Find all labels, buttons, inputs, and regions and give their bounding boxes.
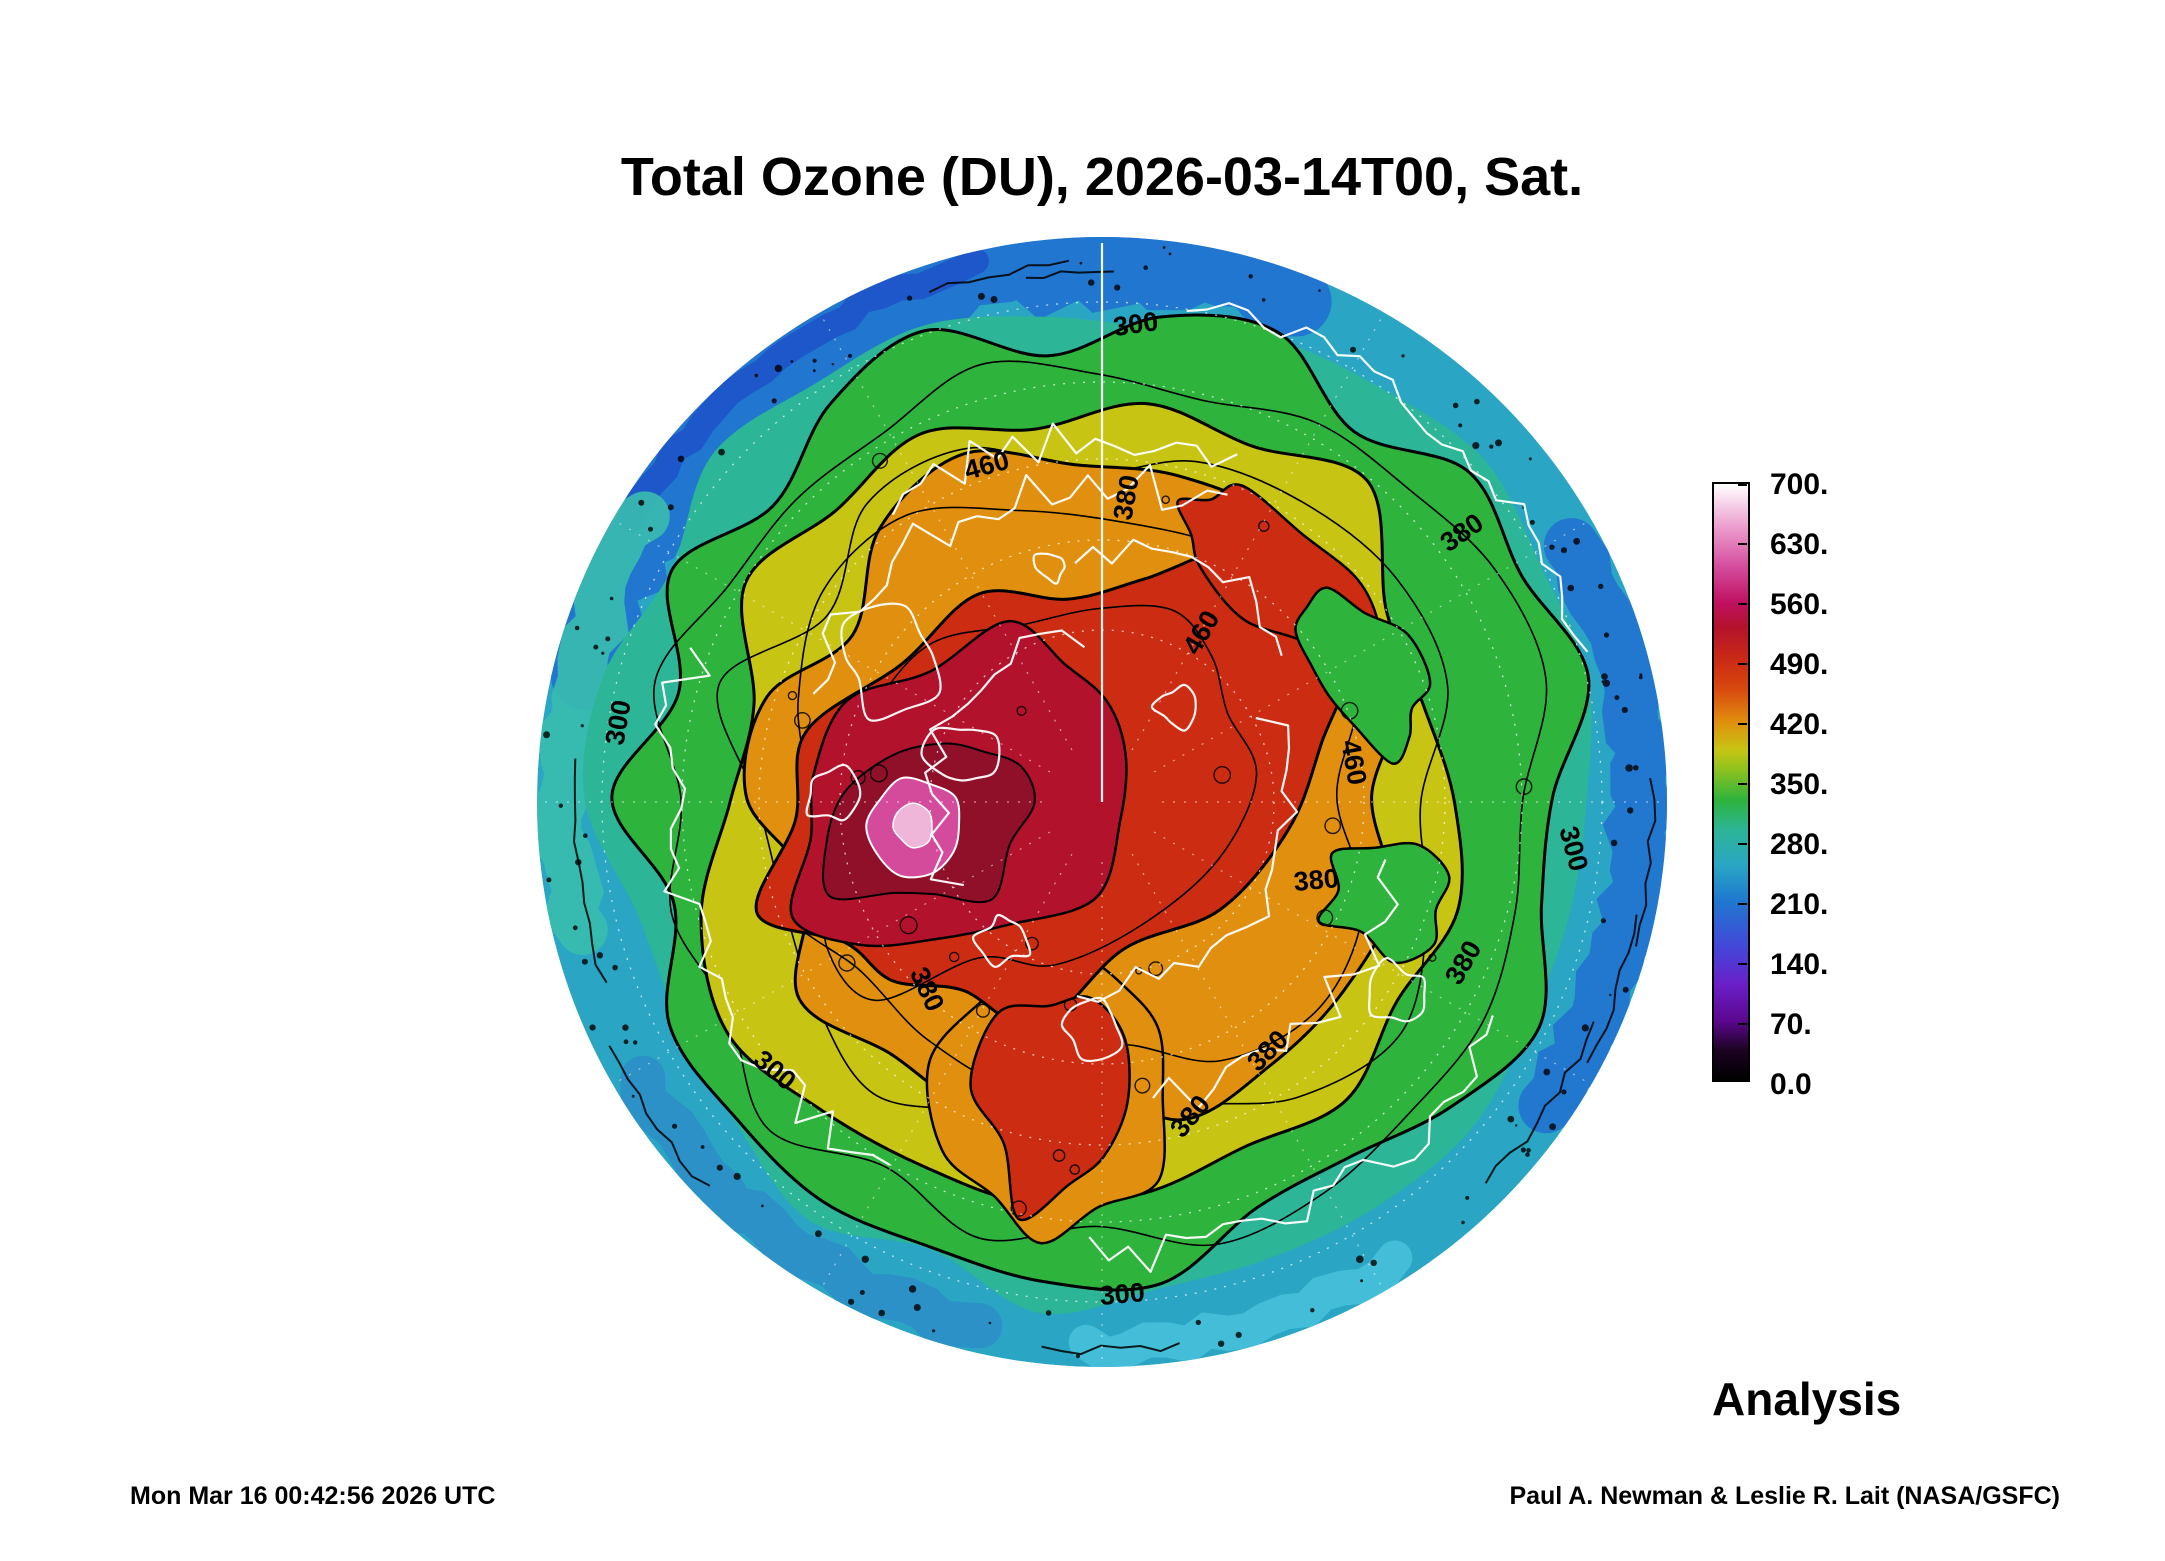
- plot-title: Total Ozone (DU), 2026-03-14T00, Sat.: [620, 147, 1584, 207]
- colorbar-tick-mark: [1738, 663, 1747, 665]
- colorbar-tick-label: 700.: [1770, 468, 1829, 501]
- colorbar-tick-mark: [1738, 603, 1747, 605]
- colorbar: 700. 630. 560. 490. 420. 350. 280. 210. 140. 70. 0…: [1712, 468, 1972, 1132]
- contour-label: 380: [1292, 863, 1340, 897]
- colorbar-gradient: [1712, 482, 1750, 1082]
- colorbar-tick-mark: [1738, 484, 1747, 486]
- colorbar-labels: 700. 630. 560. 490. 420. 350. 280. 210. 140. 70. 0…: [1712, 468, 1972, 1101]
- contour-label: 300: [1111, 306, 1160, 342]
- colorbar-tick-label: 490.: [1770, 648, 1829, 681]
- graticule: [539, 239, 1665, 1365]
- ozone-map-svg: 3004603804603804603803003003803803803003…: [537, 237, 1667, 1367]
- colorbar-tick-mark: [1738, 903, 1747, 905]
- colorbar-tick-label: 560.: [1770, 588, 1829, 621]
- generation-timestamp: Mon Mar 16 00:42:56 2026 UTC: [130, 1482, 496, 1510]
- colorbar-tick-mark: [1738, 843, 1747, 845]
- coastlines: [654, 302, 1589, 1273]
- colorbar-tick-label: 420.: [1770, 708, 1829, 741]
- colorbar-tick-label: 210.: [1770, 888, 1829, 921]
- credit-text: Paul A. Newman & Leslie R. Lait (NASA/GS…: [1509, 1482, 2060, 1510]
- colorbar-tick-mark: [1738, 1079, 1747, 1081]
- analysis-label: Analysis: [1712, 1373, 1902, 1425]
- colorbar-tick-mark: [1738, 963, 1747, 965]
- colorbar-tick-mark: [1738, 723, 1747, 725]
- colorbar-tick-label: 280.: [1770, 828, 1829, 861]
- polar-map: 300 460 380 460 380 460 380 300 300 380 380 380 300 3…: [537, 237, 1667, 1367]
- colorbar-tick-label: 70.: [1770, 1008, 1812, 1041]
- colorbar-tick-label: 630.: [1770, 528, 1829, 561]
- colorbar-tick-label: 0.0: [1770, 1068, 1812, 1101]
- contour-label: 300: [1098, 1277, 1146, 1311]
- colorbar-tick-label: 140.: [1770, 948, 1829, 981]
- colorbar-tick-mark: [1738, 1023, 1747, 1025]
- colorbar-tick-label: 350.: [1770, 768, 1829, 801]
- colorbar-tick-mark: [1738, 543, 1747, 545]
- colorbar-tick-mark: [1738, 783, 1747, 785]
